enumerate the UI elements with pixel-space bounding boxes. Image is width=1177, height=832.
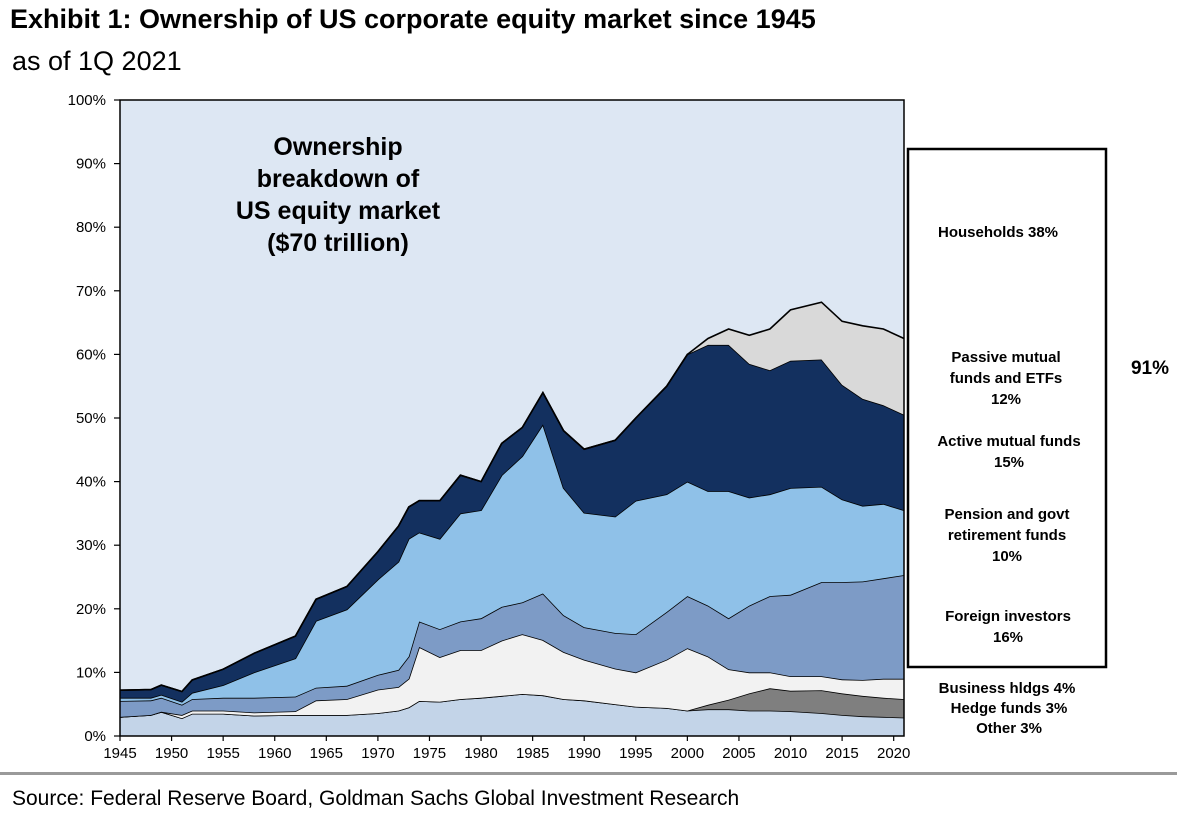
bracket-total-label: 91% bbox=[1131, 358, 1169, 379]
x-tick-label: 2020 bbox=[877, 745, 910, 762]
y-tick-label: 30% bbox=[76, 537, 106, 554]
x-tick-label: 2005 bbox=[722, 745, 755, 762]
x-tick-label: 2000 bbox=[671, 745, 704, 762]
label-pension: 10% bbox=[992, 548, 1022, 565]
x-tick-label: 1970 bbox=[361, 745, 394, 762]
y-tick-label: 80% bbox=[76, 219, 106, 236]
x-tick-label: 1995 bbox=[619, 745, 652, 762]
label-pension: Pension and govt bbox=[944, 506, 1069, 523]
y-tick-label: 20% bbox=[76, 601, 106, 618]
x-tick-label: 1990 bbox=[568, 745, 601, 762]
x-tick-label: 1945 bbox=[103, 745, 136, 762]
stacked-area-chart: 0% 10% 20% 30% 40% 50% 60% 70% 80% 90% 100% 1945 195… bbox=[0, 0, 1177, 770]
y-tick-label: 0% bbox=[84, 728, 106, 745]
label-foreign: Foreign investors bbox=[945, 608, 1071, 625]
x-tick-label: 2010 bbox=[774, 745, 807, 762]
x-tick-label: 1975 bbox=[413, 745, 446, 762]
label-active: 15% bbox=[994, 454, 1024, 471]
x-tick-label: 2015 bbox=[825, 745, 858, 762]
inset-annotation-line: Ownership bbox=[273, 133, 402, 161]
label-other: Other 3% bbox=[976, 720, 1042, 737]
y-tick-label: 60% bbox=[76, 346, 106, 363]
label-business-hldgs: Business hldgs 4% bbox=[939, 680, 1076, 697]
y-tick-label: 50% bbox=[76, 410, 106, 427]
y-tick-label: 70% bbox=[76, 283, 106, 300]
label-passive: funds and ETFs bbox=[950, 370, 1063, 387]
label-passive: Passive mutual bbox=[951, 349, 1060, 366]
label-active: Active mutual funds bbox=[937, 433, 1080, 450]
label-hedge-funds: Hedge funds 3% bbox=[951, 700, 1068, 717]
y-tick-label: 90% bbox=[76, 156, 106, 173]
inset-annotation-line: US equity market bbox=[236, 197, 441, 225]
inset-annotation-line: breakdown of bbox=[257, 165, 420, 193]
label-foreign: 16% bbox=[993, 629, 1023, 646]
divider-line bbox=[0, 772, 1177, 775]
label-pension: retirement funds bbox=[948, 527, 1066, 544]
x-tick-label: 1965 bbox=[310, 745, 343, 762]
x-tick-label: 1955 bbox=[206, 745, 239, 762]
label-households: Households 38% bbox=[938, 224, 1058, 241]
x-tick-label: 1960 bbox=[258, 745, 291, 762]
y-tick-label: 40% bbox=[76, 474, 106, 491]
x-tick-label: 1950 bbox=[155, 745, 188, 762]
x-tick-label: 1980 bbox=[464, 745, 497, 762]
y-tick-label: 100% bbox=[68, 92, 106, 109]
inset-annotation-line: ($70 trillion) bbox=[267, 229, 409, 257]
y-tick-label: 10% bbox=[76, 664, 106, 681]
source-note: Source: Federal Reserve Board, Goldman S… bbox=[12, 787, 739, 811]
label-passive: 12% bbox=[991, 391, 1021, 408]
x-tick-label: 1985 bbox=[516, 745, 549, 762]
